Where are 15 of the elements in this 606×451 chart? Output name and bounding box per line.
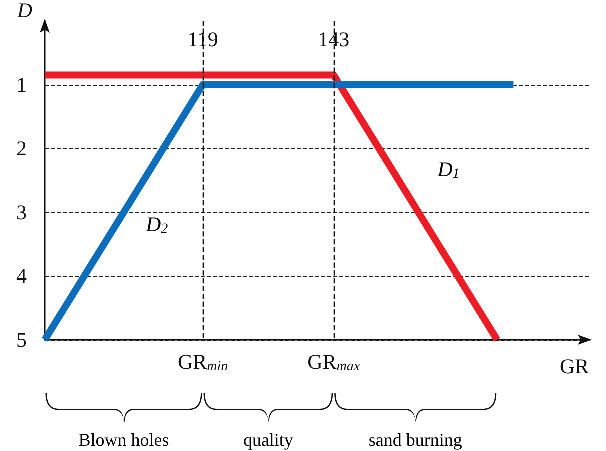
- y-tick-label: 4: [16, 264, 28, 288]
- y-tick-label: 1: [16, 72, 27, 97]
- y-tick-label: 2: [16, 136, 27, 161]
- x-axis-title: GR: [560, 354, 590, 378]
- ref-line-label: GRmax: [308, 350, 361, 374]
- series-label: D2: [145, 212, 168, 237]
- text: sand burning: [368, 430, 462, 450]
- y-tick-label: 3: [16, 200, 27, 224]
- series-label: D1: [436, 158, 460, 182]
- text: Blown holes: [78, 430, 170, 450]
- text: quality: [243, 430, 294, 450]
- x-tick-label: 143: [318, 28, 350, 52]
- y-axis-title: D: [16, 0, 33, 22]
- ref-line-label: GRmin: [178, 350, 228, 374]
- y-tick-label: 5: [16, 328, 27, 352]
